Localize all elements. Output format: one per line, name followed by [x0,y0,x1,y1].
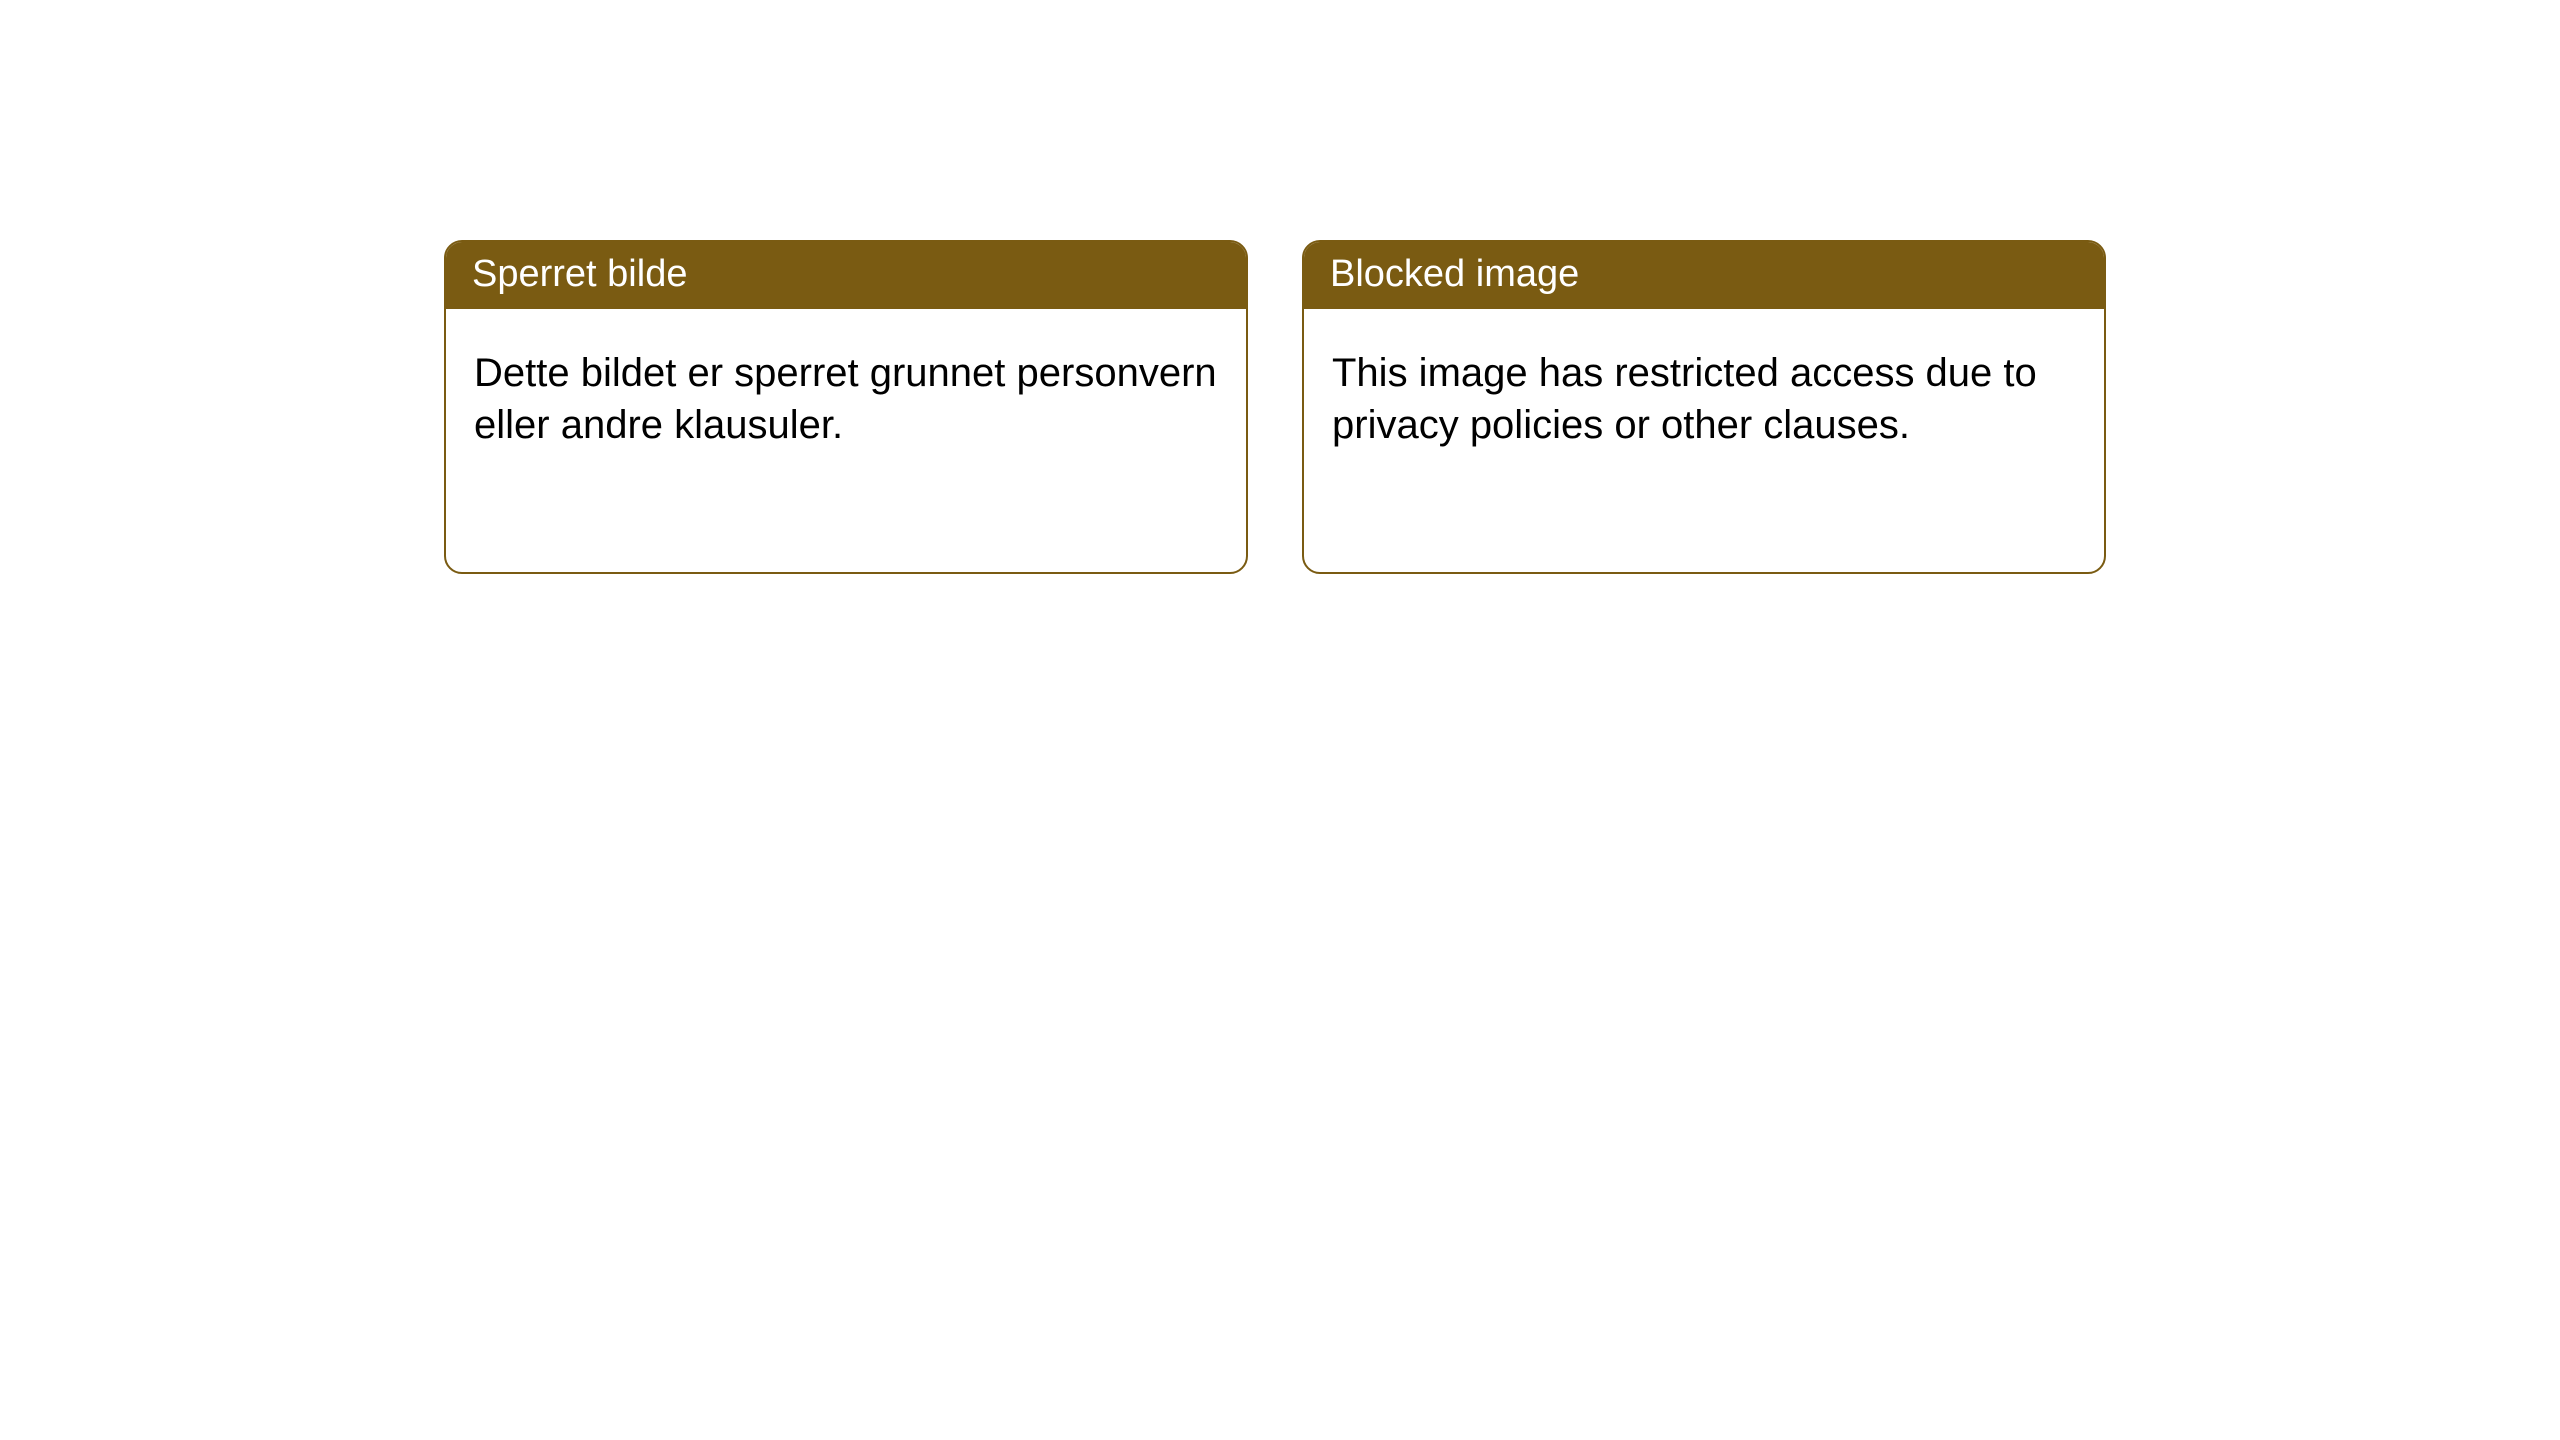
notice-container: Sperret bilde Dette bildet er sperret gr… [0,0,2560,574]
notice-card-norwegian: Sperret bilde Dette bildet er sperret gr… [444,240,1248,574]
notice-body-norwegian: Dette bildet er sperret grunnet personve… [446,309,1246,489]
notice-body-english: This image has restricted access due to … [1304,309,2104,489]
notice-title-norwegian: Sperret bilde [446,242,1246,309]
notice-card-english: Blocked image This image has restricted … [1302,240,2106,574]
notice-title-english: Blocked image [1304,242,2104,309]
